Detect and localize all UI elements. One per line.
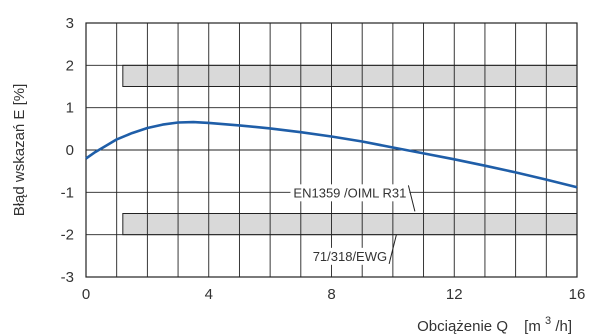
- x-tick-label: 4: [205, 286, 213, 303]
- annotation-bg-1: [309, 247, 391, 265]
- x-tick-label: 16: [569, 286, 586, 303]
- y-tick-label: 2: [66, 57, 74, 74]
- y-tick-label: -1: [61, 184, 74, 201]
- x-tick-label: 12: [446, 286, 463, 303]
- x-axis-title: Obciążenie Q [m 3 /h]: [417, 311, 572, 335]
- x-axis-unit-sup: 3: [545, 315, 551, 327]
- y-axis-title: Błąd wskazań E [%]: [11, 84, 28, 217]
- y-tick-label: 3: [66, 15, 74, 32]
- annotation-pointer-1: [388, 234, 397, 264]
- annotation-label-0: EN1359 /OIML R31: [293, 185, 406, 200]
- series-line-0: [85, 120, 578, 189]
- series-layer: [85, 120, 578, 189]
- annotation-pointer-0: [407, 185, 416, 212]
- y-tick-label: 1: [66, 100, 74, 117]
- x-axis-unit-suffix: /h]: [555, 318, 572, 335]
- annotation-label-1: 71/318/EWG: [313, 249, 387, 264]
- annotation-bg-0: [290, 184, 410, 202]
- x-axis-unit-prefix: [m: [524, 318, 541, 335]
- x-tick-label: 0: [82, 286, 90, 303]
- tolerance-band-1: [122, 213, 578, 236]
- plot-frame: [85, 22, 578, 278]
- tick-labels: 0 4 8 12 16 3 2 1 0 -1 -2 -3: [61, 15, 586, 303]
- annotations: EN1359 /OIML R31 71/318/EWG: [290, 184, 416, 265]
- x-tick-label: 8: [327, 286, 335, 303]
- tolerance-band-0: [122, 64, 578, 88]
- y-tick-label: 0: [66, 142, 74, 159]
- grid: [85, 22, 578, 278]
- x-axis-label: Obciążenie Q: [417, 318, 508, 335]
- y-tick-label: -3: [61, 269, 74, 286]
- y-tick-label: -2: [61, 227, 74, 244]
